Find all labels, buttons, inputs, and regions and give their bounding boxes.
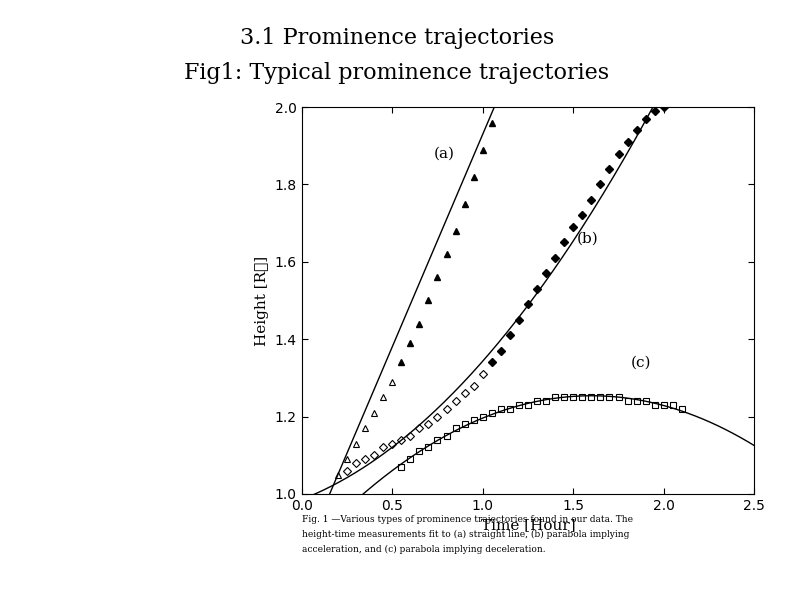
X-axis label: Time [Hour]: Time [Hour] [480,518,576,533]
Text: (b): (b) [577,231,599,246]
Text: 3.1 Prominence trajectories: 3.1 Prominence trajectories [240,27,554,49]
Text: Fig1: Typical prominence trajectories: Fig1: Typical prominence trajectories [184,62,610,84]
Text: (c): (c) [631,355,652,369]
Y-axis label: Height [R☉]: Height [R☉] [255,255,269,346]
Text: height-time measurements fit to (a) straight line, (b) parabola implying: height-time measurements fit to (a) stra… [302,530,629,538]
Text: (a): (a) [434,146,455,161]
Text: acceleration, and (c) parabola implying deceleration.: acceleration, and (c) parabola implying … [302,544,545,553]
Text: Fig. 1 —Various types of prominence trajectories found in our data. The: Fig. 1 —Various types of prominence traj… [302,515,633,524]
